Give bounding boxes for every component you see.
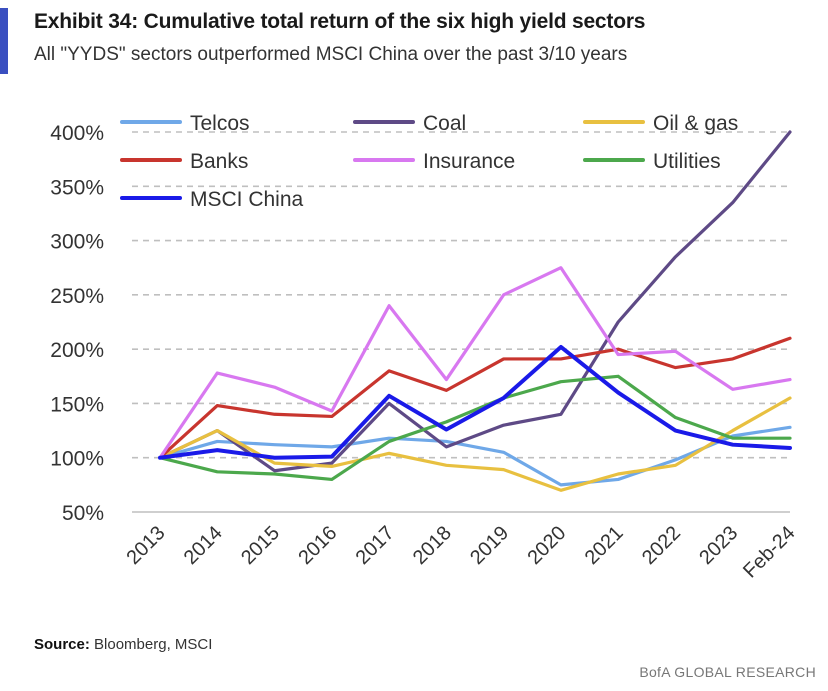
source-note: Source: Bloomberg, MSCI [34,636,212,653]
x-tick-label: 2021 [581,522,628,569]
legend-label-coal: Coal [423,112,466,135]
x-tick-label: 2023 [695,522,742,569]
series-line-banks [158,336,792,460]
y-tick-label: 100% [50,448,104,471]
x-tick-label: 2020 [523,522,570,569]
y-tick-label: 50% [62,502,104,525]
y-tick-label: 250% [50,285,104,308]
y-tick-label: 350% [50,176,104,199]
chart-subtitle: All "YYDS" sectors outperformed MSCI Chi… [34,44,628,65]
series-line-utilities [158,374,792,482]
legend-label-msci-china: MSCI China [190,188,304,211]
series-line-coal [158,130,792,473]
x-tick-label: 2017 [352,522,399,569]
x-tick-label: 2015 [237,522,284,569]
series-line-telcos [158,425,792,487]
y-tick-label: 400% [50,122,104,145]
x-tick-label: 2016 [294,522,341,569]
x-tick-label: 2019 [466,522,513,569]
x-tick-label: 2014 [180,522,227,569]
series-line-msci-china [158,344,792,460]
legend-label-banks: Banks [190,150,248,173]
y-tick-label: 150% [50,393,104,416]
source-text: Bloomberg, MSCI [94,636,213,653]
legend-label-telcos: Telcos [190,112,250,135]
chart-title: Exhibit 34: Cumulative total return of t… [34,10,646,33]
x-tick-label: 2013 [123,522,170,569]
y-tick-label: 200% [50,339,104,362]
research-credit: BofA GLOBAL RESEARCH [639,664,816,680]
x-tick-label: 2018 [409,522,456,569]
y-tick-label: 300% [50,231,104,254]
series-line-insurance [158,266,792,460]
x-tick-label: 2022 [638,522,685,569]
legend-label-insurance: Insurance [423,150,515,173]
x-tick-label: Feb-24 [739,522,799,582]
accent-bar [0,8,8,74]
legend-label-oil-gas: Oil & gas [653,112,738,135]
source-label: Source: [34,636,90,653]
legend-label-utilities: Utilities [653,150,721,173]
